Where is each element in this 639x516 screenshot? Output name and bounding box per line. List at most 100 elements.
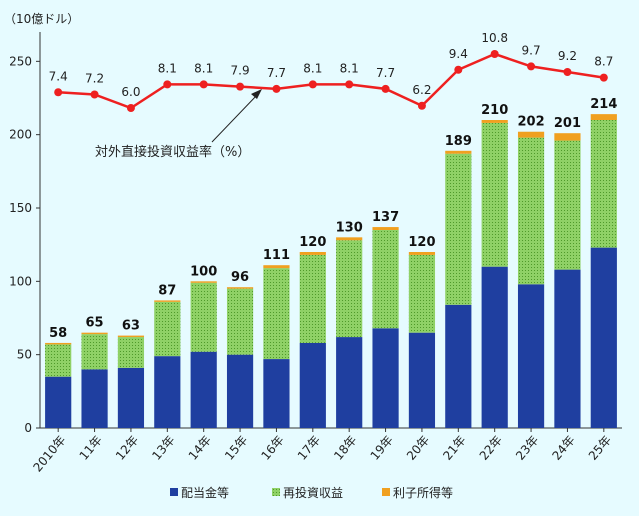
bar-dividends	[226, 354, 254, 428]
return-rate-line: 7.4 7.2 6.0 8.1 8.1 7.9 7.7 8.1 8.1 7.7 6.2 9.4 10.8…	[49, 31, 613, 112]
bar-reinvested-earnings	[81, 334, 108, 370]
bar-total-label: 120	[408, 235, 435, 250]
x-tick-label: 14年	[186, 433, 214, 463]
bar-interest-income	[336, 237, 363, 241]
bar-dividends	[554, 269, 581, 428]
bar-reinvested-earnings	[408, 254, 436, 333]
return-rate-label: 6.2	[412, 83, 431, 97]
total-labels: 58 65 63 87 100 96 111 120 130 137 120 189 210 202 201…	[49, 97, 617, 341]
bar-interest-income	[154, 300, 181, 302]
bar-dividends	[408, 332, 436, 428]
return-rate-point	[163, 80, 172, 89]
return-rate-point	[599, 73, 608, 82]
x-tick-label: 23年	[513, 433, 541, 463]
bar-total-label: 189	[445, 134, 472, 149]
bar-reinvested-earnings	[481, 122, 508, 267]
bar-reinvested-earnings	[336, 240, 363, 338]
bar-interest-income	[372, 227, 399, 230]
x-tick-label: 13年	[149, 433, 177, 463]
x-tick-label: 20年	[404, 433, 432, 463]
bar-interest-income	[263, 265, 290, 269]
bar-dividends	[336, 337, 363, 428]
bar-total-label: 65	[86, 316, 104, 331]
bar-dividends	[299, 342, 326, 428]
annotation-text: 対外直接投資収益率（%）	[95, 144, 250, 160]
legend: 配当金等 再投資収益 利子所得等	[170, 485, 453, 500]
bar-reinvested-earnings	[517, 137, 545, 285]
return-rate-label: 9.2	[558, 49, 577, 63]
return-rate-label: 6.0	[121, 85, 140, 99]
bar-reinvested-earnings	[117, 337, 145, 368]
x-tick-label: 22年	[477, 433, 505, 463]
bar-interest-income	[408, 252, 436, 255]
x-tick-label: 12年	[113, 433, 141, 463]
y-tick-label: 150	[9, 201, 32, 215]
bar-total-label: 58	[49, 326, 67, 341]
x-tick-label: 21年	[440, 433, 468, 463]
x-tick-label: 16年	[258, 433, 286, 463]
legend-label: 利子所得等	[393, 485, 453, 500]
x-tick-label: 15年	[222, 433, 250, 463]
return-rate-label: 7.7	[376, 66, 395, 80]
bar-dividends	[117, 367, 145, 428]
bar-reinvested-earnings	[299, 254, 326, 343]
return-rate-label: 7.2	[85, 72, 104, 86]
return-rate-point	[90, 90, 99, 99]
bar-total-label: 202	[517, 115, 544, 130]
return-rate-label: 7.7	[267, 66, 286, 80]
bar-total-label: 214	[590, 97, 617, 112]
bar-dividends	[190, 351, 217, 428]
return-rate-label: 9.4	[449, 47, 468, 61]
x-tick-label: 2010年	[30, 433, 68, 475]
bar-dividends	[481, 266, 508, 428]
bar-reinvested-earnings	[372, 230, 399, 329]
bar-interest-income	[190, 281, 217, 283]
return-rate-label: 10.8	[481, 31, 508, 45]
x-tick-label: 11年	[77, 433, 105, 463]
return-rate-point	[199, 80, 208, 89]
bar-interest-income	[117, 335, 145, 338]
bar-reinvested-earnings	[226, 288, 254, 355]
bar-interest-income	[590, 114, 617, 120]
bar-dividends	[517, 284, 545, 428]
return-rate-label: 7.4	[49, 69, 68, 83]
bar-interest-income	[299, 252, 326, 255]
return-rate-point	[236, 82, 245, 91]
bar-dividends	[154, 356, 181, 428]
legend-label: 配当金等	[181, 485, 229, 500]
bar-total-label: 87	[158, 283, 176, 298]
legend-swatch	[170, 488, 178, 496]
bar-reinvested-earnings	[45, 344, 72, 377]
return-rate-label: 8.1	[303, 61, 322, 75]
return-rate-point	[272, 84, 281, 93]
return-rate-polyline	[58, 52, 605, 110]
bar-interest-income	[81, 332, 108, 335]
x-tick-label: 19年	[368, 433, 396, 463]
y-tick-label: 200	[9, 128, 32, 142]
bar-total-label: 100	[190, 264, 217, 279]
bar-total-label: 120	[299, 235, 326, 250]
bar-reinvested-earnings	[554, 140, 581, 270]
annotation-arrowhead	[251, 89, 262, 99]
bar-dividends	[81, 369, 108, 428]
bar-interest-income	[445, 150, 472, 154]
bar-dividends	[445, 304, 472, 428]
bar-total-label: 96	[231, 270, 249, 285]
bar-interest-income	[554, 133, 581, 141]
x-tick-label: 17年	[295, 433, 323, 463]
bar-reinvested-earnings	[445, 153, 472, 305]
bar-total-label: 63	[122, 319, 140, 334]
y-tick-label: 100	[9, 274, 32, 288]
return-rate-label: 8.1	[340, 61, 359, 75]
x-tick-label: 25年	[586, 433, 614, 463]
bar-reinvested-earnings	[590, 120, 617, 248]
return-rate-label: 8.7	[594, 55, 613, 69]
bar-dividends	[590, 247, 617, 428]
return-rate-point	[345, 80, 354, 89]
return-rate-point	[563, 68, 572, 76]
legend-swatch	[272, 488, 280, 496]
return-rate-label: 7.9	[231, 64, 250, 78]
bar-interest-income	[45, 342, 72, 345]
bar-total-label: 137	[372, 210, 399, 225]
